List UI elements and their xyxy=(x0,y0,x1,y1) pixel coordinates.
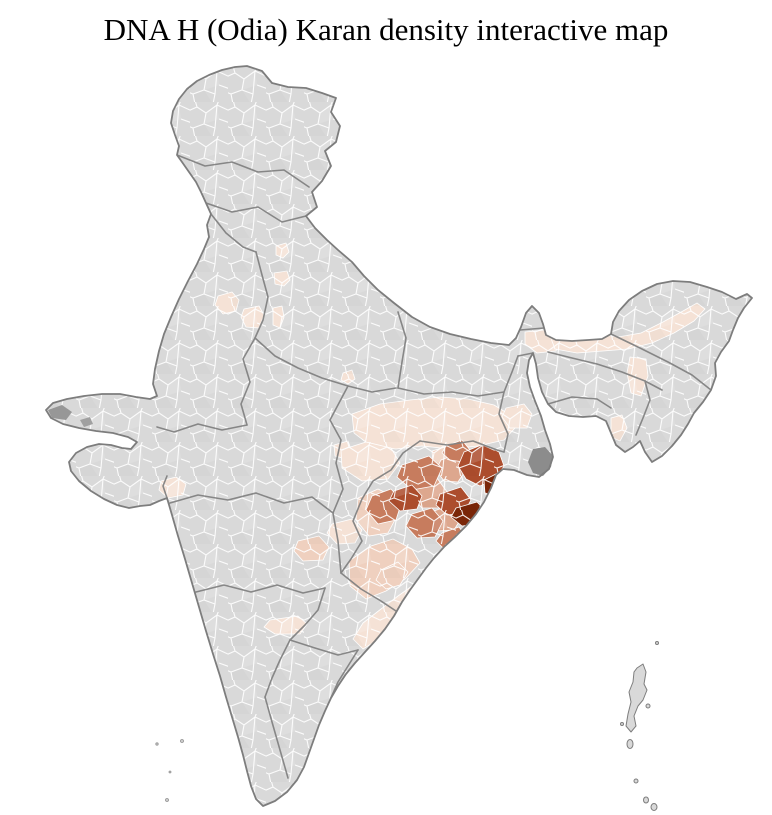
sundarbans-delta-shade xyxy=(528,447,553,476)
map-title: DNA H (Odia) Karan density interactive m… xyxy=(103,12,669,47)
kutch-creek-shade xyxy=(48,405,72,420)
andaman-nicobar-islands[interactable] xyxy=(620,641,659,811)
district-mesh-overlay xyxy=(46,66,752,806)
lakshadweep-islands[interactable] xyxy=(155,739,184,802)
india-country-outline xyxy=(45,65,753,807)
kutch-creek-shade xyxy=(80,417,93,427)
state-borders xyxy=(156,154,712,779)
